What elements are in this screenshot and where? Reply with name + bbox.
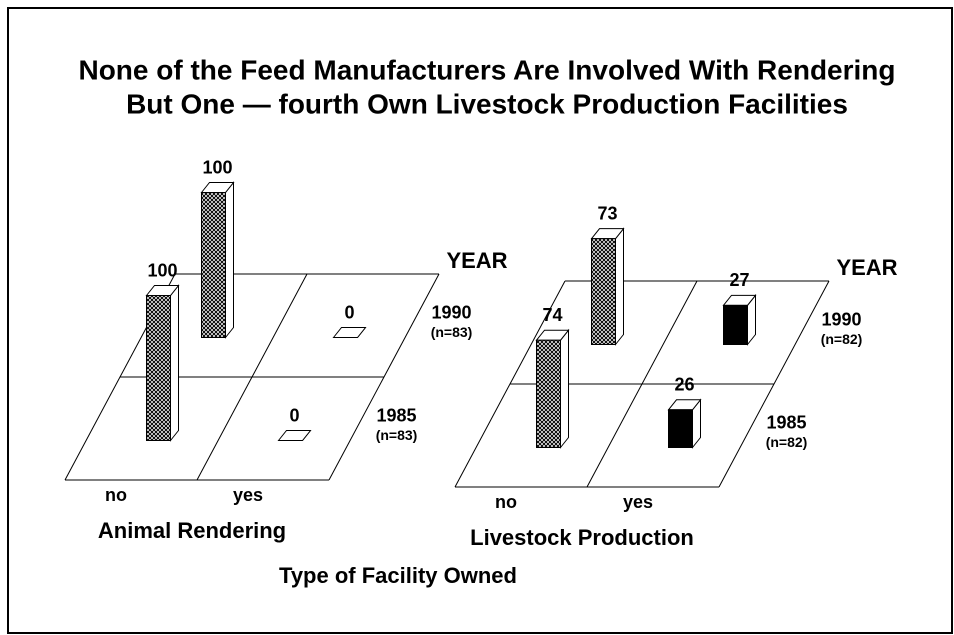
bar-side [170, 284, 179, 442]
legend-title: YEAR [836, 255, 897, 280]
bar [536, 339, 561, 449]
x-tick-label: no [105, 485, 127, 505]
value-label: 0 [344, 302, 354, 322]
bar [668, 409, 693, 448]
row-sample: (n=83) [431, 324, 473, 340]
row-sample: (n=82) [766, 434, 808, 450]
x-tick-label: no [495, 492, 517, 512]
row-sample: (n=83) [376, 427, 418, 443]
value-label: 74 [542, 305, 562, 325]
bar-top [332, 327, 367, 338]
row-label: 1990 [431, 302, 471, 322]
row-label: 1985 [376, 405, 416, 425]
row-label: 1985 [766, 412, 806, 432]
value-label: 100 [147, 260, 177, 280]
x-tick-label: yes [233, 485, 263, 505]
x-axis-label: Type of Facility Owned [279, 563, 517, 588]
x-tick-label: yes [623, 492, 653, 512]
value-label: 100 [202, 157, 232, 177]
floor-line [196, 273, 308, 481]
value-label: 27 [729, 270, 749, 290]
bar [201, 192, 226, 338]
bar [591, 238, 616, 345]
floor-line [586, 280, 698, 488]
panel-title: Livestock Production [470, 525, 694, 550]
bar-side [225, 181, 234, 339]
title-line: None of the Feed Manufacturers Are Invol… [78, 54, 895, 85]
bar [146, 295, 171, 441]
value-label: 73 [597, 203, 617, 223]
bar-side [560, 328, 569, 449]
frame [7, 7, 953, 634]
value-label: 26 [674, 375, 694, 395]
value-label: 0 [289, 405, 299, 425]
bar-side [615, 227, 624, 346]
floor-line [328, 273, 440, 481]
legend-title: YEAR [446, 248, 507, 273]
row-sample: (n=82) [821, 331, 863, 347]
bar [723, 304, 748, 346]
bar-top [277, 430, 312, 441]
title-line: But One — fourth Own Livestock Productio… [126, 88, 848, 119]
floor-line [454, 280, 566, 488]
row-label: 1990 [821, 309, 861, 329]
panel-title: Animal Rendering [98, 518, 286, 543]
floor-line [718, 280, 830, 488]
